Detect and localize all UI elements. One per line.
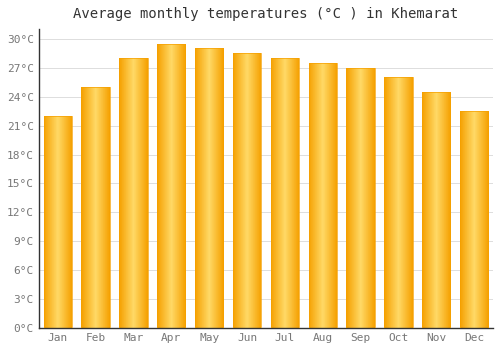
Bar: [270, 58, 299, 328]
Bar: [422, 92, 450, 328]
Title: Average monthly temperatures (°C ) in Khemarat: Average monthly temperatures (°C ) in Kh…: [74, 7, 458, 21]
Bar: [233, 53, 261, 328]
Bar: [460, 111, 488, 328]
Bar: [119, 58, 148, 328]
Bar: [308, 63, 337, 328]
Bar: [44, 116, 72, 328]
Bar: [384, 77, 412, 328]
Bar: [157, 43, 186, 328]
Bar: [82, 87, 110, 328]
Bar: [195, 48, 224, 328]
Bar: [346, 68, 375, 328]
